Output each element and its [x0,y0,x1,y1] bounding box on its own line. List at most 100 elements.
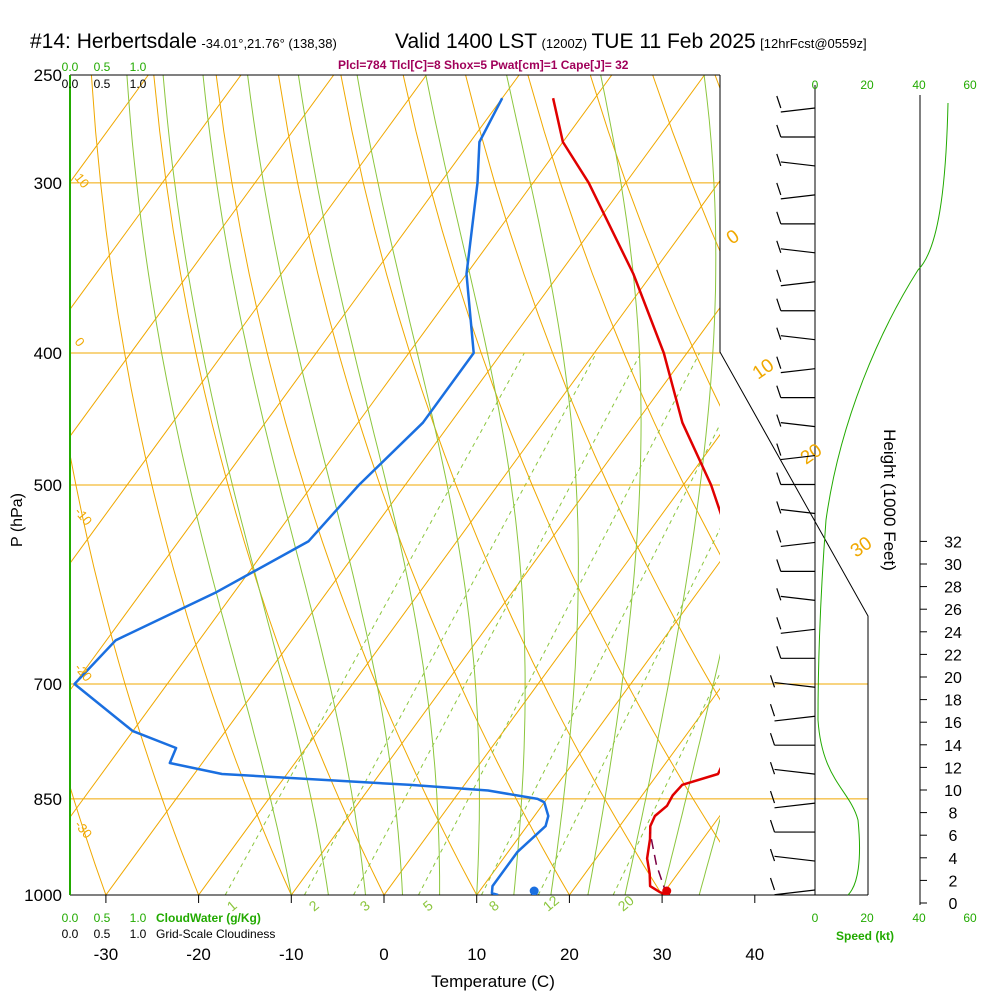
mixing-ratio-label: 2 [306,897,322,914]
dry-adiabat-label: -30 [72,817,96,841]
height-tick-label: 4 [949,851,958,868]
wind-barb [769,761,816,775]
wind-speed-profile [817,102,949,896]
wind-barb [776,182,816,200]
cloudwater-tick-label: 0.0 [62,60,79,74]
dry-adiabat-label: 0 [72,334,88,349]
moist-adiabat-line [162,75,329,895]
moist-adiabat-line [425,75,526,895]
dry-adiabat-line [70,785,107,895]
isotherm-label: 10 [749,355,778,384]
wind-barb [776,240,816,254]
height-tick-label: 0 [949,896,958,913]
speed-tick-label: 20 [860,78,874,92]
speed-tick-label: 20 [860,911,874,925]
height-tick-label: 30 [944,557,962,574]
dry-adiabat-line [278,75,570,895]
isotherm-label: 30 [847,533,876,562]
wind-barb [769,675,816,688]
cloudwater-tick-label: 1.0 [130,60,147,74]
wind-barb [776,124,815,138]
isotherm-line [70,75,335,438]
speed-axis-title: Speed (kt) [836,929,894,943]
wind-barb [776,327,816,341]
moist-adiabat-line [297,75,441,895]
mixing-ratio-label: 8 [486,897,502,914]
parcel-line [649,832,668,895]
surface-temperature-dot [662,886,672,895]
wind-barb [776,646,815,659]
wind-barb [776,95,816,113]
dry-adiabat-line [589,75,720,407]
moist-adiabat-line [202,75,366,895]
dry-adiabat-line [402,75,720,843]
dewpoint-line [73,97,550,895]
mixing-ratio-line [612,672,720,895]
wind-barb [776,617,816,634]
wind-barb [776,530,816,548]
cloudwater-tick-label: 1.0 [130,911,147,925]
pressure-tick-label: 300 [34,174,62,193]
dry-adiabat-label: 10 [72,170,93,191]
wind-barb [776,153,816,167]
speed-tick-label: 0 [812,911,819,925]
pressure-tick-label: 850 [34,790,62,809]
temperature-tick-label: -10 [279,945,304,964]
isotherm-line [476,560,720,895]
moist-adiabat-line [624,75,717,895]
zulu-time: (1200Z) [541,36,588,51]
pressure-tick-label: 250 [34,66,62,85]
temperature-tick-label: 0 [379,945,388,964]
isotherm-line [848,75,1000,895]
wind-barb [776,356,816,374]
station-coords: -34.01°,21.76° (138,38) [201,36,337,51]
cloudiness-tick-label: 0.0 [62,927,79,941]
sounding-indices: Plcl=784 Tlcl[C]=8 Shox=5 Pwat[cm]=1 Cap… [338,58,629,72]
temperature-tick-label: 40 [745,945,764,964]
dry-adiabat-line [465,75,720,701]
wind-barb [776,385,815,399]
moist-adiabat-line [661,653,720,895]
isotherm-line [70,75,242,311]
isotherm-label: 0 [723,226,744,249]
temperature-line [551,97,720,895]
wind-barb [776,211,815,225]
mixing-ratio-line [224,352,525,895]
mixing-ratio-line [418,352,700,895]
mixing-ratio-label: 5 [420,897,436,914]
height-tick-label: 10 [944,783,962,800]
pressure-tick-label: 400 [34,344,62,363]
temperature-tick-label: -20 [186,945,211,964]
wind-barb [769,790,816,809]
isotherm-label: 20 [797,440,826,469]
height-tick-label: 16 [944,715,962,732]
height-tick-label: 8 [949,806,958,823]
wind-barb [776,559,815,573]
dry-adiabat-line [70,451,200,895]
temperature-tick-label: 30 [653,945,672,964]
moist-adiabat-line [506,75,579,895]
cloudiness-tick-label: 0.5 [94,927,111,941]
x-axis-title: Temperature (C) [431,972,555,991]
wind-barb [776,298,815,312]
station-title: #14: Herbertsdale [30,30,197,53]
pressure-tick-label: 700 [34,675,62,694]
wind-barb [776,501,816,515]
dry-adiabat-label: -20 [72,660,96,684]
y-axis-title: P (hPa) [9,493,26,547]
wind-barb [769,732,815,746]
mixing-ratio-line [480,423,720,895]
cloudwater-label: CloudWater (g/Kg) [156,911,261,925]
forecast-label: [12hrFcst@0559z] [760,36,867,51]
speed-tick-label: 40 [912,911,926,925]
wind-barb [769,704,816,722]
height-tick-label: 32 [944,534,962,551]
mixing-ratio-line [304,352,597,895]
wind-barb [776,269,816,287]
height-tick-label: 22 [944,647,962,664]
height-tick-label: 24 [944,625,962,642]
moist-adiabat-line [356,75,480,895]
height-tick-label: 12 [944,760,962,777]
wind-barb [776,443,816,461]
